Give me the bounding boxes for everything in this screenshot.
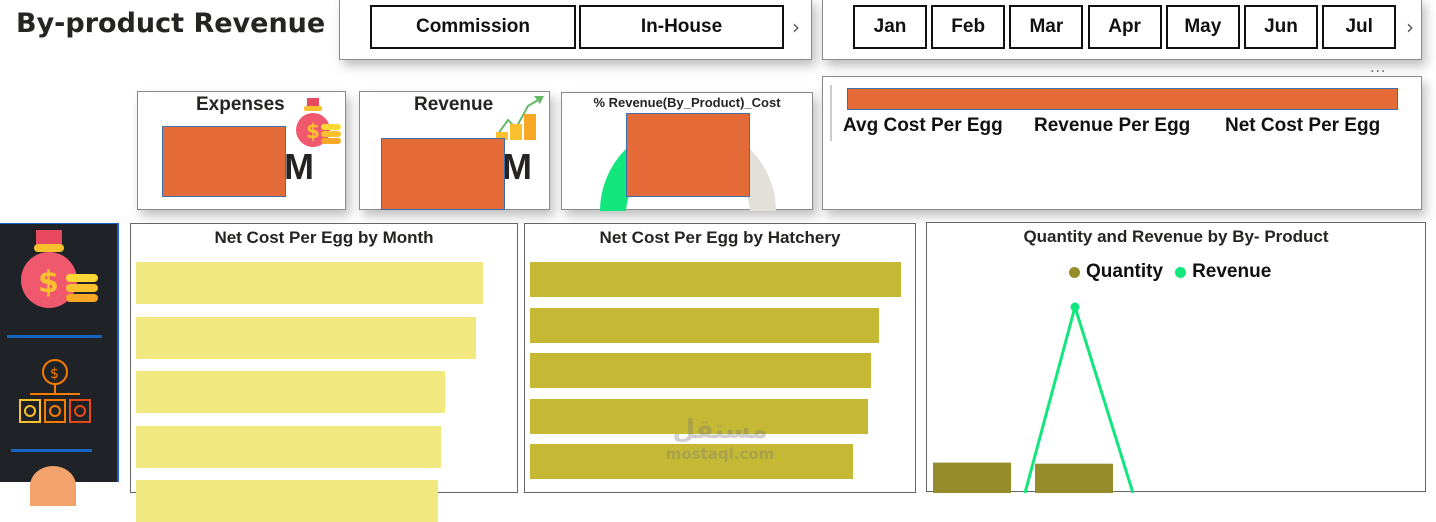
bar[interactable]	[136, 316, 477, 359]
bar[interactable]	[530, 398, 868, 434]
bar[interactable]	[530, 262, 901, 297]
chart-legend: Quantity Revenue	[1069, 261, 1271, 283]
month-slicer: Jan Feb Mar Apr May Jun Jul ›	[822, 0, 1422, 60]
slicer-month-mar[interactable]: Mar	[1009, 5, 1084, 49]
money-bag-icon: $	[293, 98, 341, 148]
bar[interactable]	[530, 444, 853, 479]
divider	[830, 85, 832, 141]
money-gears-nav-icon[interactable]: $	[18, 352, 92, 428]
watermark: مستقل mostaql.com	[640, 415, 800, 463]
legend-revenue[interactable]: Revenue	[1192, 261, 1272, 282]
quantity-bar[interactable]	[1035, 463, 1113, 493]
chart-quantity-revenue: Quantity and Revenue by By- Product Quan…	[926, 222, 1426, 493]
kpi-expenses-card: Expenses $ M	[137, 91, 346, 210]
legend-dot-icon	[1069, 266, 1080, 278]
revenue-point[interactable]	[1070, 302, 1080, 312]
kpi-label: Revenue	[414, 94, 494, 115]
card-label: Avg Cost Per Egg	[843, 115, 1003, 136]
chart-net-cost-by-hatchery: Net Cost Per Egg by Hatchery	[524, 223, 916, 493]
redacted-value	[847, 88, 1398, 110]
svg-text:$: $	[306, 119, 320, 143]
egg-nav-icon[interactable]	[30, 466, 76, 506]
chart-title: Net Cost Per Egg by Hatchery	[599, 228, 841, 247]
watermark-arabic: مستقل	[672, 415, 768, 445]
redacted-value	[626, 113, 750, 197]
type-slicer: Commission In-House ›	[339, 0, 812, 60]
kpi-revenue-card: Revenue M	[359, 91, 550, 210]
bar[interactable]	[530, 353, 872, 388]
multi-row-card: Avg Cost Per Egg Revenue Per Egg Net Cos…	[822, 76, 1422, 210]
bar[interactable]	[136, 371, 445, 413]
gauge-title: % Revenue(By_Product)_Cost	[593, 95, 781, 110]
svg-text:$: $	[38, 265, 59, 300]
slicer-month-may[interactable]: May	[1165, 5, 1240, 49]
slicer-in-house[interactable]: In-House	[579, 5, 784, 49]
slicer-commission[interactable]: Commission	[370, 5, 576, 49]
watermark-latin: mostaql.com	[665, 445, 775, 463]
legend-dot-icon	[1175, 266, 1187, 278]
bar[interactable]	[136, 262, 483, 304]
redacted-value	[381, 138, 505, 210]
slicer-month-feb[interactable]: Feb	[931, 5, 1006, 49]
growth-coins-icon	[494, 94, 546, 142]
chart-title: Quantity and Revenue by By- Product	[1023, 227, 1329, 246]
kpi-label: Expenses	[196, 94, 285, 115]
card-label: Net Cost Per Egg	[1225, 115, 1381, 136]
slicer-month-apr[interactable]: Apr	[1087, 5, 1162, 49]
bar[interactable]	[136, 425, 442, 468]
chart-title: Net Cost Per Egg by Month	[214, 228, 434, 247]
redacted-value	[162, 126, 286, 197]
legend-quantity[interactable]: Quantity	[1086, 261, 1164, 282]
sidebar: $ $	[0, 223, 119, 506]
page-title: By-product Revenue	[16, 8, 326, 39]
gauge-card: % Revenue(By_Product)_Cost	[561, 92, 813, 211]
slicer-month-jun[interactable]: Jun	[1244, 5, 1318, 49]
card-label: Revenue Per Egg	[1034, 115, 1191, 136]
money-bag-nav-icon[interactable]: $	[20, 230, 100, 314]
quantity-bar[interactable]	[933, 462, 1011, 493]
kpi-unit: M	[502, 146, 532, 187]
chart-net-cost-by-month: Net Cost Per Egg by Month	[130, 223, 518, 522]
slicer-month-jul[interactable]: Jul	[1322, 5, 1397, 49]
svg-text:$: $	[50, 366, 59, 382]
kpi-unit: M	[284, 146, 314, 187]
bar[interactable]	[136, 480, 438, 522]
slicer-month-jan[interactable]: Jan	[853, 5, 927, 49]
divider	[11, 449, 92, 452]
bar[interactable]	[530, 307, 879, 343]
chevron-right-icon[interactable]: ›	[792, 15, 800, 39]
divider	[7, 335, 102, 338]
chevron-right-icon[interactable]: ›	[1406, 15, 1414, 39]
more-options-icon[interactable]: ...	[1370, 60, 1387, 76]
